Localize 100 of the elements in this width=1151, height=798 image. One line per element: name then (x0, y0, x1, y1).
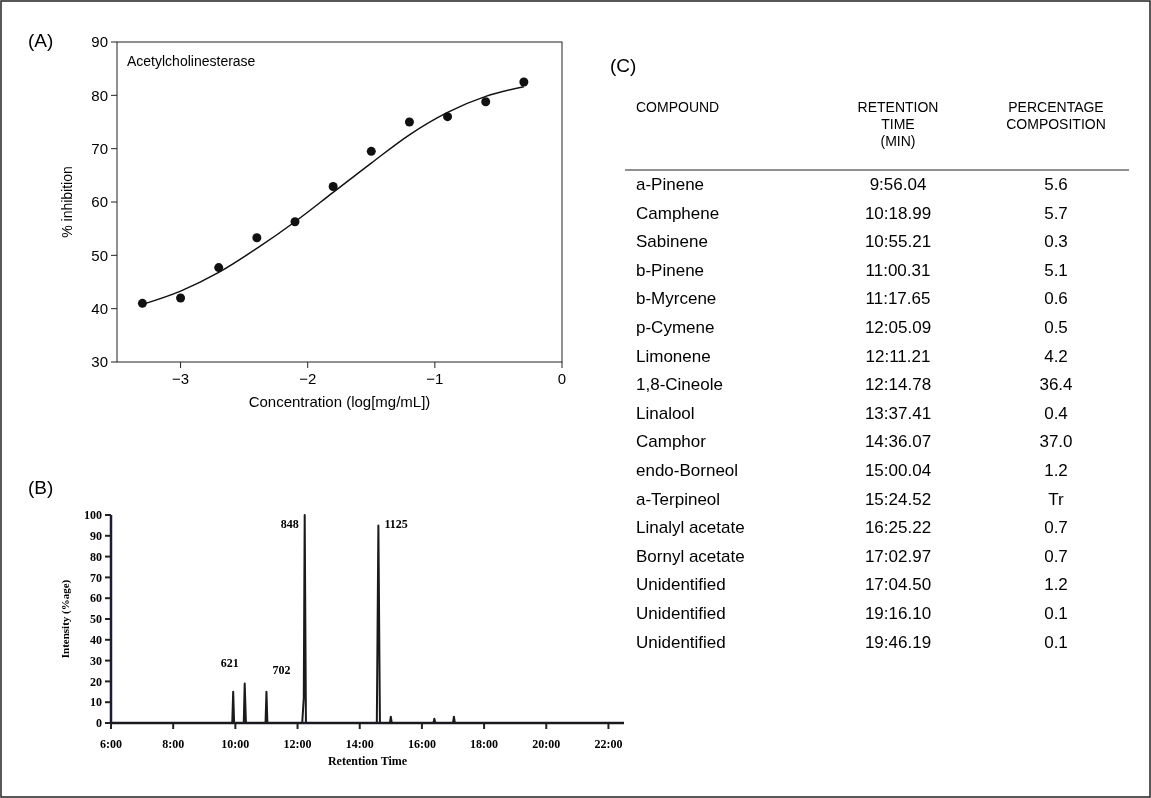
text: 10:55.21 (864, 232, 932, 252)
point (519, 77, 529, 87)
text: 4.2 (1044, 346, 1068, 366)
annotation: 702 (272, 662, 291, 677)
text: Camphene (636, 203, 720, 223)
text: endo-Borneol (636, 460, 739, 480)
y-tick-label: 20 (90, 674, 102, 689)
x-axis-title: Concentration (log[mg/mL]) (248, 393, 431, 410)
point (176, 293, 186, 303)
text: 0.7 (1044, 546, 1068, 566)
x-tick-label: 22:00 (594, 737, 623, 751)
x-tick-label: 8:00 (162, 737, 185, 751)
text: 11:17.65 (865, 289, 931, 309)
text: a-Terpineol (636, 489, 721, 509)
text: Camphor (636, 432, 707, 452)
text: 0.1 (1044, 603, 1068, 623)
text: 12:14.78 (864, 375, 932, 395)
text: 16:25.22 (864, 518, 932, 538)
point (252, 233, 262, 243)
text: (C) (610, 55, 637, 76)
x-tick-label: 0 (557, 370, 567, 387)
annotation: 1125 (384, 517, 408, 532)
text: 10:18.99 (864, 203, 932, 223)
y-tick-label: 60 (91, 193, 108, 211)
text: Sabinene (636, 232, 708, 252)
text: Unidentified (636, 632, 726, 652)
y-tick-label: 40 (91, 299, 108, 317)
point (137, 298, 147, 308)
text: 1.2 (1044, 460, 1068, 480)
y-tick-label: 50 (90, 612, 102, 627)
point (481, 97, 491, 107)
y-axis-title: Intensity (%age) (59, 579, 72, 659)
x-tick-label: 18:00 (470, 737, 499, 751)
text: 0.4 (1044, 403, 1068, 423)
text: 0.6 (1044, 289, 1068, 309)
text: 9:56.04 (869, 174, 927, 194)
text: 19:16.10 (864, 603, 932, 623)
text: 0.5 (1044, 317, 1068, 337)
text: a-Pinene (636, 174, 705, 194)
y-tick-label: 90 (90, 529, 102, 543)
text: 17:04.50 (864, 575, 932, 595)
point (404, 117, 414, 127)
text: 0.7 (1044, 518, 1068, 538)
x-tick-label: −3 (172, 370, 190, 387)
text: 15:00.04 (864, 460, 932, 480)
chart-title: (A) (28, 30, 54, 51)
text: COMPOUND (636, 99, 720, 115)
text: 14:36.07 (864, 432, 932, 452)
y-tick-label: 100 (84, 508, 102, 523)
text: RETENTION TIME (MIN) (857, 99, 939, 149)
point (366, 146, 376, 156)
y-tick-label: 40 (90, 633, 102, 647)
text: 36.4 (1039, 375, 1073, 395)
text: PERCENTAGE COMPOSITION (1006, 99, 1106, 132)
x-tick-label: 16:00 (407, 737, 436, 751)
text: 1.2 (1044, 575, 1068, 595)
y-tick-label: 80 (91, 86, 108, 104)
y-tick-label: 70 (91, 139, 108, 157)
text: 11:00.31 (865, 260, 931, 280)
y-tick-label: 50 (91, 246, 108, 264)
text: Limonene (636, 346, 711, 366)
text: Linalool (636, 403, 695, 423)
x-tick-label: −1 (426, 370, 444, 387)
x-tick-label: 12:00 (283, 737, 312, 751)
text: 5.6 (1044, 174, 1068, 194)
x-tick-label: 20:00 (532, 737, 561, 751)
x-tick-label: 6:00 (100, 737, 122, 751)
annotation: 621 (220, 656, 239, 671)
text: 19:46.19 (864, 632, 932, 652)
text: 15:24.52 (864, 489, 932, 509)
text: 1,8-Cineole (636, 375, 723, 395)
text: 5.1 (1044, 260, 1068, 280)
text: 12:11.21 (865, 346, 931, 366)
y-tick-label: 80 (90, 549, 102, 564)
point (214, 263, 224, 273)
annotation: 848 (280, 517, 299, 532)
text: p-Cymene (636, 317, 715, 337)
text: 17:02.97 (864, 546, 932, 566)
y-tick-label: 0 (96, 716, 102, 731)
text: 37.0 (1039, 432, 1073, 452)
point (328, 182, 338, 192)
y-tick-label: 30 (91, 353, 108, 371)
text: Unidentified (636, 575, 726, 595)
point (443, 112, 453, 122)
chart-title: (B) (28, 477, 54, 498)
text: 0.1 (1044, 632, 1068, 652)
y-tick-label: 10 (90, 695, 102, 710)
y-tick-label: 90 (91, 33, 108, 51)
x-tick-label: −2 (299, 370, 317, 387)
text: 12:05.09 (864, 317, 932, 337)
text: 13:37.41 (864, 403, 932, 423)
text: 5.7 (1044, 203, 1068, 223)
text: b-Pinene (636, 260, 705, 280)
text: 0.3 (1044, 232, 1068, 252)
x-tick-label: 10:00 (221, 737, 250, 751)
annotation: Acetylcholinesterase (127, 53, 256, 69)
y-axis-title: % inhibition (59, 166, 75, 238)
x-tick-label: 14:00 (345, 737, 374, 751)
text: Bornyl acetate (636, 546, 745, 566)
y-tick-label: 70 (90, 570, 102, 585)
